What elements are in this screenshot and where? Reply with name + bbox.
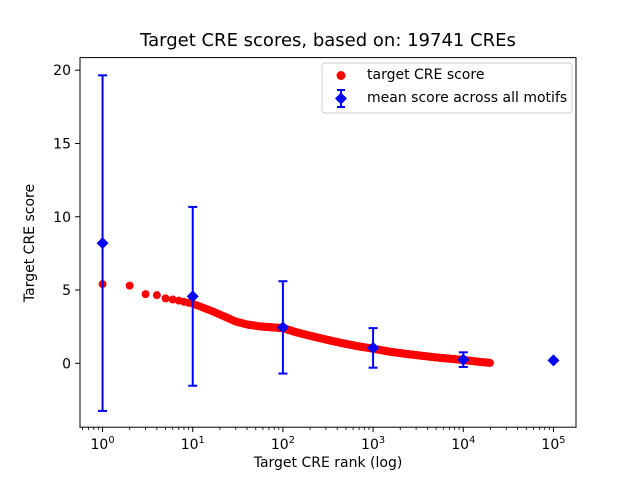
x-tick-label: 102	[271, 435, 295, 453]
legend-marker-target-score	[336, 71, 346, 80]
target-score-dot	[161, 294, 170, 303]
legend-box	[321, 62, 573, 114]
mean-score-diamond	[186, 290, 199, 303]
mean-score-diamond	[367, 341, 380, 354]
target-score-dot	[141, 290, 150, 299]
mean-score-diamond	[96, 237, 109, 250]
target-score-dot	[168, 295, 177, 304]
x-tick-label: 103	[361, 435, 385, 453]
chart-title: Target CRE scores, based on: 19741 CREs	[140, 30, 516, 51]
legend-label-target-score: target CRE score	[367, 67, 485, 83]
y-tick-label: 0	[62, 356, 71, 372]
x-axis-label: Target CRE rank (log)	[253, 455, 403, 471]
y-tick-label: 15	[53, 136, 71, 152]
mean-score-diamond	[457, 353, 470, 366]
y-tick-label: 10	[53, 210, 71, 226]
x-tick-label: 105	[541, 435, 565, 453]
x-tick-label: 101	[181, 435, 205, 453]
target-score-dot	[125, 281, 134, 290]
x-tick-label: 100	[91, 435, 115, 453]
legend-marker-mean-score	[335, 92, 347, 105]
mean-score-diamond	[547, 354, 560, 367]
y-tick-label: 5	[62, 283, 71, 299]
y-tick-label: 20	[53, 63, 71, 79]
target-score-dot	[485, 358, 494, 367]
mean-score-diamond	[276, 321, 289, 334]
axes-frame	[79, 57, 577, 428]
y-axis-label: Target CRE score	[22, 183, 38, 303]
target-score-dot	[152, 291, 161, 300]
x-tick-label: 104	[451, 435, 475, 453]
legend-label-mean-score: mean score across all motifs	[367, 90, 568, 106]
